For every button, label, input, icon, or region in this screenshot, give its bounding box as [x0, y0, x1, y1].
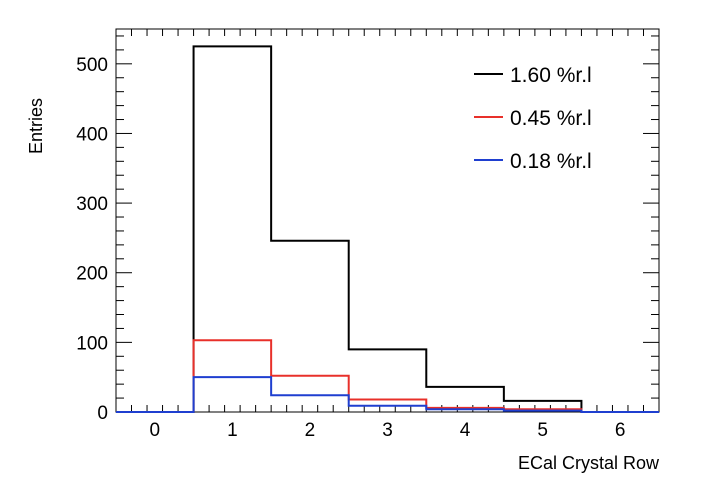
- series-layer: [116, 45, 659, 413]
- x-axis-ticks: 0 1 2 3 4 5 6: [115, 29, 660, 441]
- y-tick-label: 300: [76, 194, 108, 215]
- y-axis-ticks: 0 100 200 300 400 500: [76, 35, 659, 424]
- legend: 1.60 %r.l 0.45 %r.l 0.18 %r.l: [474, 64, 592, 173]
- y-tick-label: 200: [76, 264, 108, 285]
- y-tick-label: 500: [76, 55, 108, 76]
- legend-label: 1.60 %r.l: [510, 64, 592, 87]
- x-axis-title: ECal Crystal Row: [518, 453, 660, 473]
- x-tick-label: 0: [149, 420, 160, 441]
- x-tick-label: 4: [460, 420, 471, 441]
- series-line: [116, 45, 659, 413]
- y-tick-label: 100: [76, 333, 108, 354]
- series-line: [116, 376, 659, 413]
- y-tick-label: 0: [97, 403, 108, 424]
- y-tick-label: 400: [76, 124, 108, 145]
- series-line: [116, 339, 659, 413]
- x-tick-label: 6: [615, 420, 626, 441]
- x-tick-label: 5: [537, 420, 548, 441]
- plot-frame: [115, 28, 660, 413]
- y-axis-title: Entries: [26, 98, 46, 154]
- legend-label: 0.45 %r.l: [510, 107, 592, 130]
- x-tick-label: 2: [305, 420, 316, 441]
- legend-label: 0.18 %r.l: [510, 150, 592, 173]
- x-tick-label: 3: [382, 420, 393, 441]
- x-tick-label: 1: [227, 420, 238, 441]
